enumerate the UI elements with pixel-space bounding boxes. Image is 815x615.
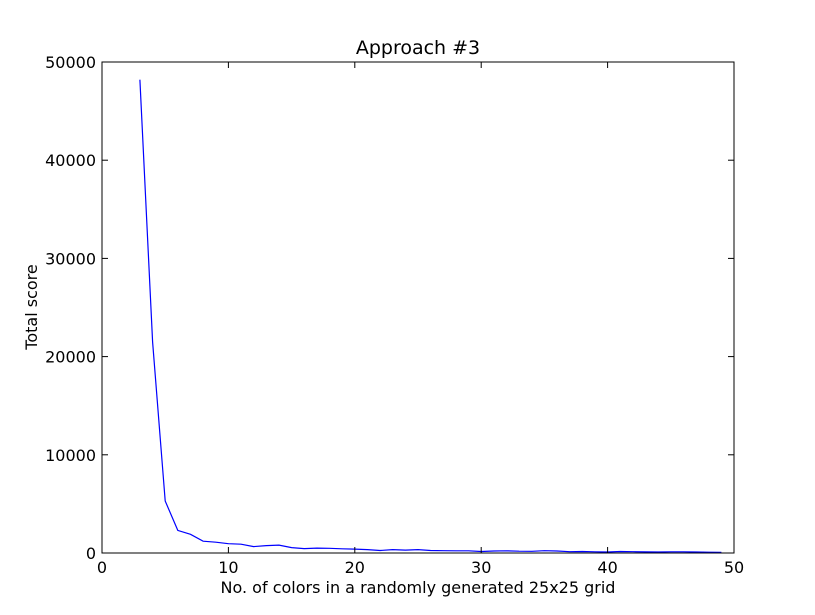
data-layer <box>139 79 722 553</box>
y-axis: 0 10000 20000 30000 40000 50000 <box>45 53 734 563</box>
x-tick-label: 10 <box>218 558 238 577</box>
y-tick-label: 50000 <box>45 53 96 72</box>
y-tick-label: 10000 <box>45 446 96 465</box>
x-axis-label: No. of colors in a randomly generated 25… <box>221 578 616 597</box>
plot-background <box>102 62 734 553</box>
plot-frame <box>101 61 735 554</box>
y-axis-label: Total score <box>22 264 41 350</box>
x-tick-label: 0 <box>97 558 107 577</box>
x-axis: 0 10 20 30 40 50 <box>97 62 744 577</box>
x-tick-label: 20 <box>345 558 365 577</box>
y-tick-label: 0 <box>86 544 96 563</box>
y-tick-label: 30000 <box>45 249 96 268</box>
x-tick-label: 50 <box>724 558 744 577</box>
y-tick-label: 20000 <box>45 348 96 367</box>
chart-title: Approach #3 <box>356 37 480 59</box>
series-line-0 <box>139 79 722 553</box>
y-tick-label: 40000 <box>45 151 96 170</box>
x-tick-label: 40 <box>597 558 617 577</box>
x-tick-label: 30 <box>471 558 491 577</box>
